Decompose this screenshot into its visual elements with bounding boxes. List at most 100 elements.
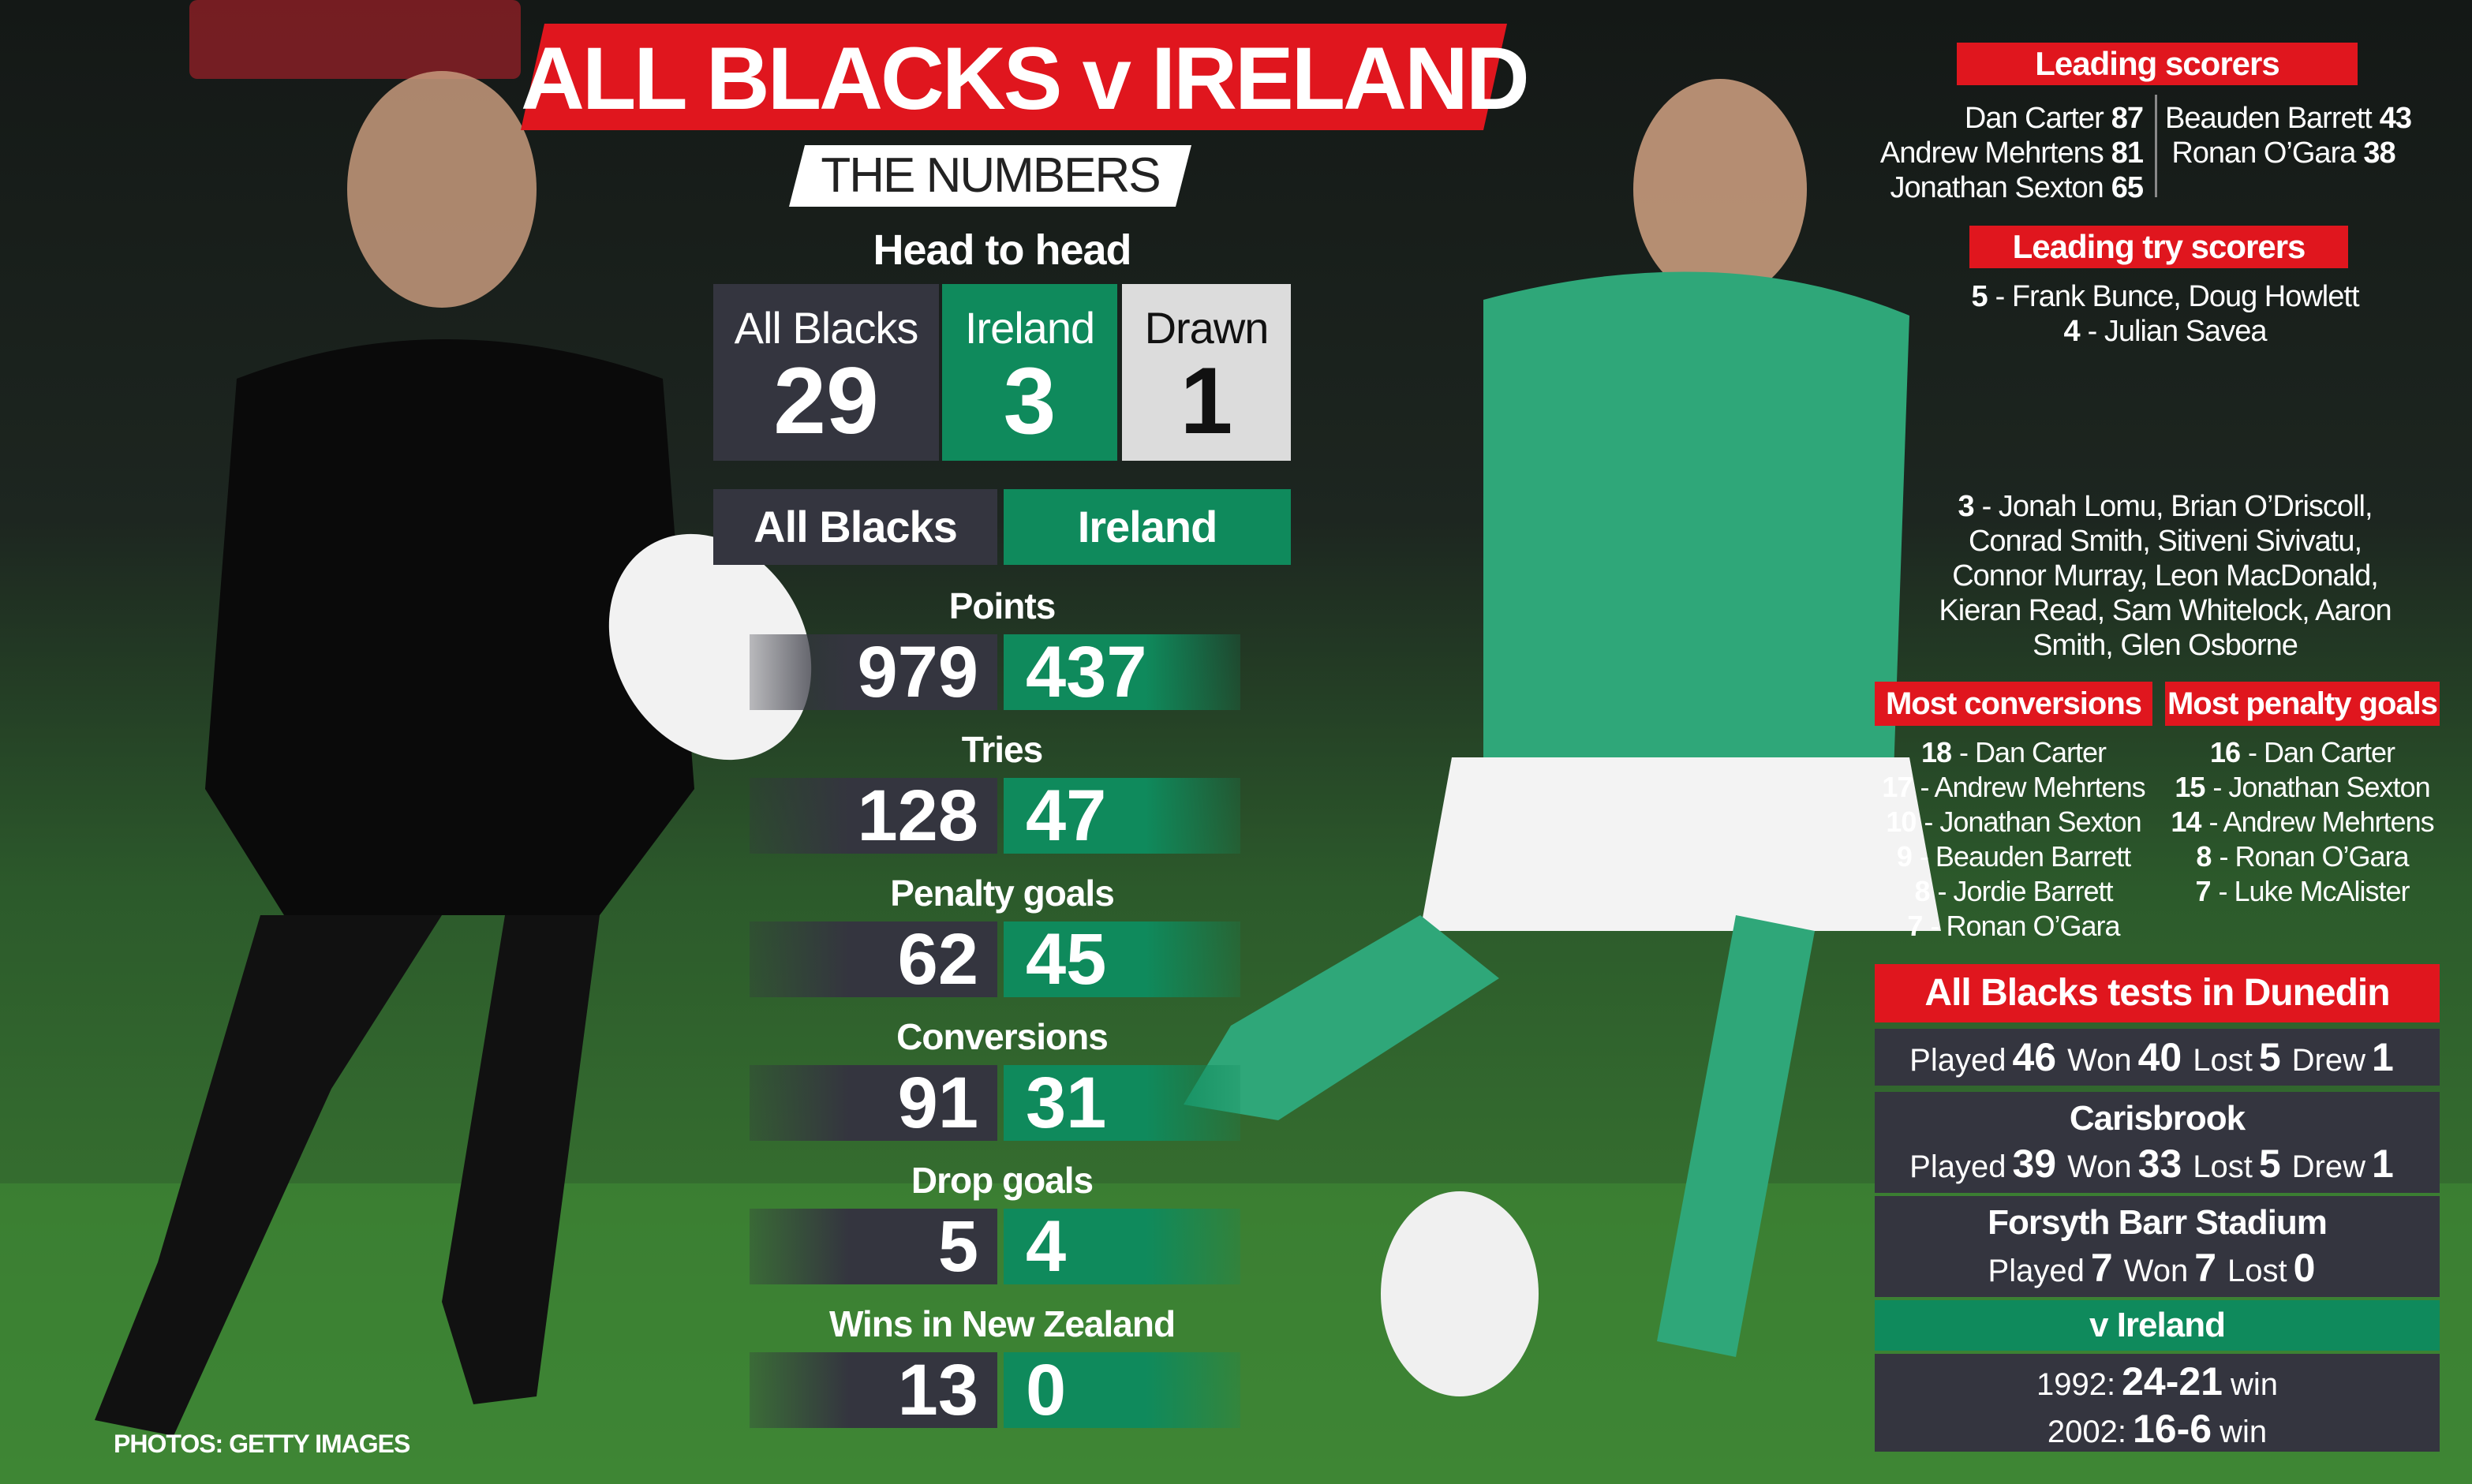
heading: Most penalty goals xyxy=(2167,686,2438,721)
stat-value: 7 xyxy=(2090,1246,2113,1290)
stat-value: 46 xyxy=(2012,1035,2057,1079)
stat-value: 5 xyxy=(937,1206,978,1287)
try-count: 5 xyxy=(1971,280,1988,313)
stat-box-ireland: 4 xyxy=(1004,1209,1240,1284)
stat-label: Played xyxy=(1988,1254,2085,1288)
list-entry: 8- Ronan O’Gara xyxy=(2149,839,2455,874)
scorer: Dan Carter 87 xyxy=(1878,101,2144,136)
stat-label: Wins in New Zealand xyxy=(828,1303,1176,1344)
entry-count: 8 xyxy=(1914,875,1930,907)
stat-value: 7 xyxy=(2194,1246,2217,1290)
entry-count: 8 xyxy=(2196,840,2212,873)
stat-box-ireland: 45 xyxy=(1004,921,1240,997)
scorer-name: Beauden Barrett xyxy=(2165,102,2373,135)
stat-label: Points xyxy=(948,585,1056,626)
heading-box xyxy=(1875,1300,2440,1351)
try-names: - Jonah Lomu, Brian O’Driscoll, Conrad S… xyxy=(1939,490,2392,662)
stat-value: 0 xyxy=(1026,1350,1067,1430)
stat-box-ireland: 437 xyxy=(1004,634,1240,710)
result-score: 24-21 xyxy=(2122,1359,2223,1404)
try-count: 4 xyxy=(2063,315,2081,348)
subtitle-banner xyxy=(789,145,1191,207)
stat-value: 33 xyxy=(2137,1142,2182,1186)
stat-value: 1 xyxy=(2372,1035,2394,1079)
list-entry: 14- Andrew Mehrtens xyxy=(2149,805,2455,839)
h2h-team: All Blacks xyxy=(734,303,919,353)
stat-box-ireland: 0 xyxy=(1004,1352,1240,1428)
subtitle: THE NUMBERS xyxy=(821,148,1161,203)
h2h-value: 29 xyxy=(773,348,879,454)
try-scorer: 3- Jonah Lomu, Brian O’Driscoll, Conrad … xyxy=(1936,489,2394,663)
result-year: 1992: xyxy=(2036,1367,2116,1402)
entry-count: 17 xyxy=(1882,771,1913,803)
scorer-points: 38 xyxy=(2363,136,2395,170)
stat-panel xyxy=(1875,1029,2440,1086)
entry-names: - Dan Carter xyxy=(1958,736,2107,768)
stat-label: Played xyxy=(1909,1149,2006,1184)
list-entry: 15- Jonathan Sexton xyxy=(2149,770,2455,805)
stat-label: Drop goals xyxy=(911,1160,1094,1201)
scorer: Beauden Barrett 43 xyxy=(2165,101,2412,136)
heading-box xyxy=(2165,682,2440,726)
heading-box xyxy=(1875,964,2440,1022)
entry-count: 7 xyxy=(2195,875,2211,907)
list-entry: 17- Andrew Mehrtens xyxy=(1859,770,2168,805)
list-entry: 16- Dan Carter xyxy=(2149,735,2455,770)
heading-box xyxy=(1969,226,2348,268)
stat-value: 5 xyxy=(2258,1035,2281,1079)
stat-box-ireland: 31 xyxy=(1004,1065,1240,1141)
heading-box xyxy=(1957,43,2358,85)
entry-names: - Ronan O’Gara xyxy=(1930,910,2120,942)
stat-box-all-blacks: 5 xyxy=(750,1209,997,1284)
h2h-box: Drawn 1 xyxy=(1122,284,1291,461)
entry-names: - Andrew Mehrtens xyxy=(2208,806,2434,838)
stat-value: 40 xyxy=(2137,1035,2182,1079)
scorer-name: Jonathan Sexton xyxy=(1890,171,2104,204)
stat-value: 5 xyxy=(2258,1142,2281,1186)
team-name: Ireland xyxy=(1077,502,1218,551)
scorer-name: Ronan O’Gara xyxy=(2171,136,2356,170)
stat-box-all-blacks: 91 xyxy=(750,1065,997,1141)
stat-label: Lost xyxy=(2227,1254,2287,1288)
scorer-points: 43 xyxy=(2379,102,2412,135)
entry-count: 10 xyxy=(1886,806,1917,838)
stat-value: 13 xyxy=(897,1350,978,1430)
stat-label: Won xyxy=(2067,1149,2132,1184)
stat-label: Drew xyxy=(2291,1149,2366,1184)
heading: v Ireland xyxy=(2089,1306,2226,1344)
try-names: - Julian Savea xyxy=(2087,315,2268,348)
result-outcome: win xyxy=(2230,1367,2279,1402)
entry-count: 14 xyxy=(2171,806,2201,838)
title: ALL BLACKS v IRELAND xyxy=(521,29,1530,128)
list-entry: 10- Jonathan Sexton xyxy=(1859,805,2168,839)
h2h-box: All Blacks 29 xyxy=(713,284,939,461)
entry-names: - Jonathan Sexton xyxy=(1924,806,2141,838)
h2h-team: Drawn xyxy=(1144,303,1270,353)
entry-count: 18 xyxy=(1920,736,1952,768)
result: 2002: 16-6 win xyxy=(1875,1406,2440,1455)
team-header: Ireland xyxy=(1004,489,1291,565)
stat-value: 4 xyxy=(1026,1206,1067,1287)
heading: Leading try scorers xyxy=(2012,228,2306,265)
stat-panel xyxy=(1875,1092,2440,1193)
stat-value: 0 xyxy=(2293,1246,2316,1290)
stat-box-ireland: 47 xyxy=(1004,778,1240,854)
stat-value: 437 xyxy=(1026,632,1147,712)
stat-panel xyxy=(1875,1196,2440,1297)
stat-value: 47 xyxy=(1026,776,1107,856)
entry-names: - Dan Carter xyxy=(2247,736,2395,768)
heading: All Blacks tests in Dunedin xyxy=(1924,972,2390,1014)
h2h-team: Ireland xyxy=(964,303,1095,353)
try-count: 3 xyxy=(1958,490,1975,523)
section-heading: Head to head xyxy=(873,226,1131,274)
stat-value: 62 xyxy=(897,919,978,1000)
stat-line: Played 39 Won 33 Lost 5 Drew 1 xyxy=(1875,1141,2440,1190)
scorer-name: Dan Carter xyxy=(1964,102,2104,135)
heading: Most conversions xyxy=(1885,686,2142,721)
entry-names: - Luke McAlister xyxy=(2218,875,2410,907)
stat-label: Tries xyxy=(961,729,1043,770)
title-banner xyxy=(521,24,1507,130)
list-entry: 9- Beauden Barrett xyxy=(1859,839,2168,874)
entry-count: 15 xyxy=(2175,771,2205,803)
result: 1992: 24-21 win xyxy=(1875,1359,2440,1407)
